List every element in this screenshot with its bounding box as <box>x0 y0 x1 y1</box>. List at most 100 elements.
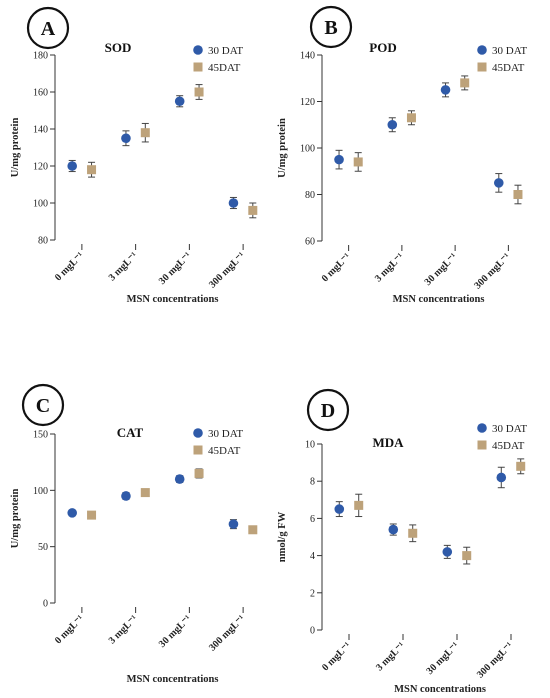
y-tick-label: 60 <box>305 237 315 248</box>
x-axis-title: MSN concentrations <box>393 294 485 305</box>
data-point-1 <box>353 157 363 167</box>
y-tick-label: 150 <box>33 430 48 441</box>
legend-marker <box>193 428 203 438</box>
legend-label: 30 DAT <box>492 423 527 435</box>
data-point-1 <box>248 205 258 215</box>
y-tick-label: 100 <box>33 199 48 210</box>
data-point-1 <box>408 528 418 538</box>
data-point-0 <box>387 119 398 130</box>
x-axis-title: MSN concentrations <box>394 684 486 695</box>
x-category-label: 30 mgL⁻¹ <box>157 250 194 287</box>
panel-letter: A <box>41 18 56 40</box>
x-category-label: 3 mgL⁻¹ <box>373 251 406 284</box>
chart-panel-d: D MDA 0 2 4 6 8 10 nmol/g FW 0 mgL⁻¹ 3 mgL⁻¹ 30 mgL… <box>277 388 527 695</box>
x-category-label: 0 mgL⁻¹ <box>53 250 86 283</box>
y-tick-label: 2 <box>310 588 315 599</box>
legend-marker <box>193 62 203 72</box>
data-point-1 <box>460 78 470 88</box>
data-point-0 <box>67 161 77 171</box>
legend-label: 30 DAT <box>208 428 243 440</box>
y-tick-label: 100 <box>33 486 48 497</box>
y-tick-label: 140 <box>300 51 315 62</box>
chart-panel-b: B POD 60 80 100 120 140 U/mg protein 0 mgL⁻¹ 3 mg… <box>277 5 527 305</box>
data-point-0 <box>174 96 185 107</box>
x-category-label: 30 mgL⁻¹ <box>425 640 462 677</box>
legend-label: 45DAT <box>208 62 241 74</box>
legend-label: 45DAT <box>492 440 525 452</box>
legend-marker <box>477 45 487 55</box>
panel-letter-circle <box>306 388 350 432</box>
legend-marker <box>477 440 487 450</box>
y-tick-label: 10 <box>305 440 315 451</box>
legend-marker <box>477 62 487 72</box>
y-tick-label: 50 <box>38 542 48 553</box>
y-tick-label: 0 <box>43 599 48 610</box>
legend-label: 45DAT <box>492 62 525 74</box>
y-tick-label: 80 <box>305 190 315 201</box>
data-point-0 <box>228 198 239 208</box>
y-tick-label: 4 <box>310 551 315 562</box>
panel-letter-circle <box>21 383 65 427</box>
panel-letter: D <box>321 400 335 422</box>
x-category-label: 30 mgL⁻¹ <box>157 613 194 650</box>
chart-panel-a: A SOD 80 100 120 140 160 180 U/mg protein 0 mgL⁻¹… <box>10 6 258 305</box>
data-point-1 <box>513 190 523 199</box>
data-point-0 <box>121 133 131 144</box>
x-axis-title: MSN concentrations <box>127 294 219 305</box>
data-point-0 <box>388 524 399 535</box>
y-tick-label: 100 <box>300 144 315 155</box>
y-tick-label: 180 <box>33 51 48 62</box>
panel-letter: B <box>324 17 337 39</box>
data-point-1 <box>406 113 416 123</box>
panel-letter: C <box>36 395 50 417</box>
y-tick-label: 80 <box>38 236 48 247</box>
y-axis-title: nmol/g FW <box>277 511 288 562</box>
data-point-0 <box>334 504 345 514</box>
legend-marker <box>477 423 487 433</box>
data-point-1 <box>354 500 364 510</box>
y-tick-label: 120 <box>33 162 48 173</box>
chart-title: POD <box>369 40 396 55</box>
chart-title: SOD <box>105 40 132 55</box>
legend: 30 DAT 45DAT <box>193 428 243 457</box>
x-category-label: 3 mgL⁻¹ <box>107 250 140 283</box>
data-point-1 <box>194 468 204 478</box>
data-point-1 <box>140 128 150 138</box>
legend: 30 DAT 45DAT <box>477 423 527 452</box>
data-point-1 <box>516 461 526 471</box>
chart-title: MDA <box>372 435 404 450</box>
x-category-label: 30 mgL⁻¹ <box>423 251 460 288</box>
y-tick-label: 6 <box>310 514 315 525</box>
x-category-label: 0 mgL⁻¹ <box>320 640 353 673</box>
data-point-0 <box>440 85 451 95</box>
x-axis-title: MSN concentrations <box>127 674 219 685</box>
x-category-label: 0 mgL⁻¹ <box>53 613 86 646</box>
x-category-label: 3 mgL⁻¹ <box>107 613 140 646</box>
y-axis-title: U/mg protein <box>10 118 21 178</box>
data-point-0 <box>334 154 344 165</box>
y-tick-label: 0 <box>310 626 315 637</box>
data-point-1 <box>462 551 472 561</box>
panel-letter-circle <box>26 6 70 50</box>
legend-label: 30 DAT <box>208 45 243 57</box>
chart-panel-c: C CAT 0 50 100 150 U/mg protein 0 mgL⁻¹ 3 mgL⁻¹ 3… <box>10 383 258 685</box>
legend-marker <box>193 445 203 455</box>
y-tick-label: 160 <box>33 88 48 99</box>
data-point-0 <box>496 472 507 483</box>
legend-label: 45DAT <box>208 445 241 457</box>
y-axis-title: U/mg protein <box>10 489 21 549</box>
data-point-1 <box>194 87 204 97</box>
legend-marker <box>193 45 203 55</box>
legend: 30 DAT 45DAT <box>193 45 243 74</box>
data-point-0 <box>67 508 77 518</box>
x-category-label: 300 mgL⁻¹ <box>472 251 512 291</box>
panel-letter-circle <box>309 5 353 49</box>
data-point-1 <box>87 510 97 520</box>
x-category-label: 300 mgL⁻¹ <box>475 640 515 680</box>
chart-title: CAT <box>117 425 144 440</box>
x-category-label: 300 mgL⁻¹ <box>207 250 247 290</box>
x-category-label: 0 mgL⁻¹ <box>320 251 353 284</box>
data-point-0 <box>442 547 453 557</box>
data-point-1 <box>87 165 97 175</box>
